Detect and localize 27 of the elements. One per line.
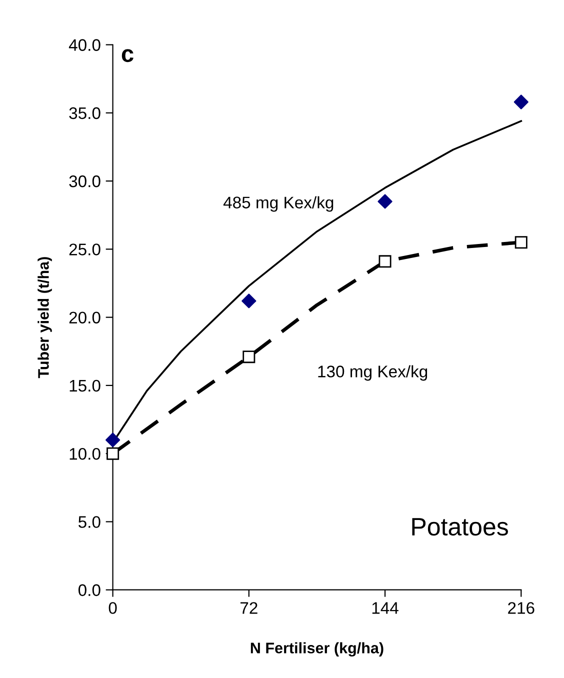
y-tick-label: 15.0: [70, 380, 100, 392]
point: [106, 432, 120, 448]
point: [378, 255, 392, 268]
series-label: 485 mg Kex/kg: [223, 196, 334, 212]
x-axis-title: N Fertiliser (kg/ha): [250, 642, 384, 657]
x-tick-label: 72: [240, 602, 258, 614]
x-tick-label: 144: [372, 602, 398, 614]
y-tick-label: 40.0: [68, 39, 100, 51]
y-tick-label: 20.0: [69, 312, 100, 324]
y-tick-label: 35.0: [69, 107, 100, 120]
y-tick-label: 25.0: [69, 244, 100, 256]
point: [242, 350, 256, 364]
text: 130 mg Kex/kg: [318, 365, 428, 381]
y-tick-label: 10.0: [70, 448, 100, 460]
x-tick-label: 0: [108, 602, 117, 614]
point: [514, 94, 528, 110]
y-axis-title: Tuber yield (t/ha): [38, 257, 52, 378]
point: [514, 236, 528, 249]
annotation: c: [122, 49, 134, 62]
point: [378, 194, 392, 209]
x-tick-label: 216: [508, 602, 534, 614]
annotation: Potatoes: [412, 518, 508, 536]
y-tick-label: 30.0: [69, 175, 100, 188]
point: [242, 294, 256, 308]
y-tick-label: 0.0: [78, 584, 100, 596]
y-tick-label: 5.0: [78, 516, 100, 528]
point: [106, 447, 120, 460]
